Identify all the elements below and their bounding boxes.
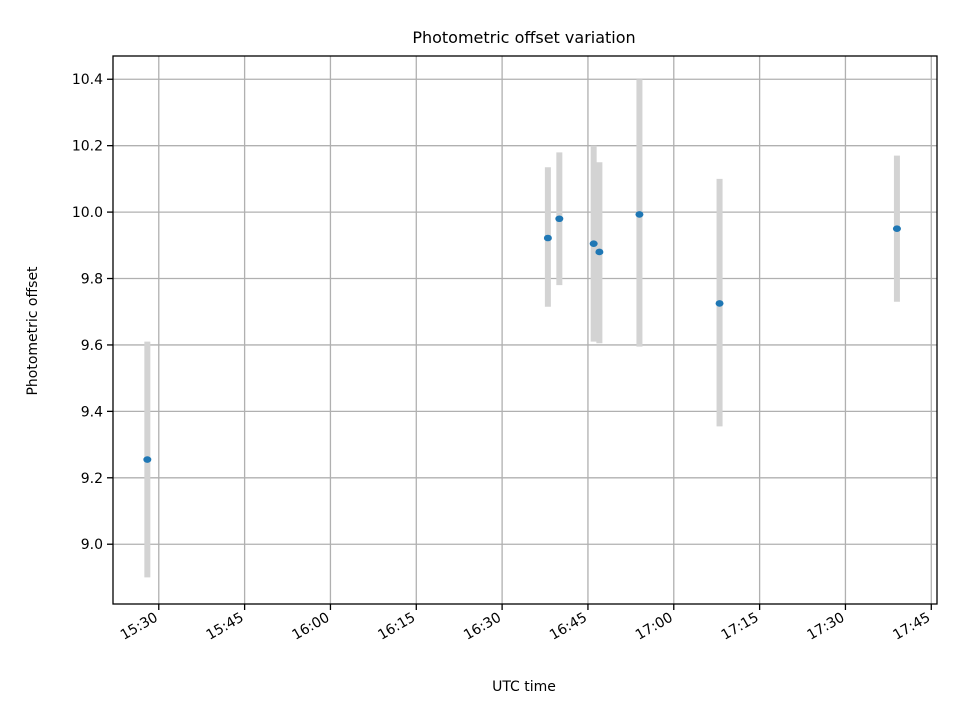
data-point bbox=[589, 240, 598, 247]
data-point bbox=[892, 225, 901, 233]
x-axis-label: UTC time bbox=[492, 679, 556, 695]
y-tick-label: 9.0 bbox=[81, 537, 103, 553]
y-tick-label: 10.0 bbox=[72, 205, 103, 221]
y-tick-label: 9.8 bbox=[81, 272, 103, 288]
y-tick-label: 9.4 bbox=[81, 404, 103, 420]
plot-area: 15:30 15:45 16:00 16:15 16:30 16:45 17:00 17:15… bbox=[72, 55, 938, 644]
data-point bbox=[555, 215, 564, 223]
axes-frame bbox=[112, 55, 938, 605]
chart-title: Photometric offset variation bbox=[412, 28, 635, 47]
y-tick-label: 10.4 bbox=[72, 72, 103, 88]
data-point bbox=[715, 300, 724, 307]
data-point bbox=[635, 211, 644, 218]
y-tick-label: 10.2 bbox=[72, 139, 103, 155]
y-tick-label: 9.6 bbox=[81, 338, 103, 354]
y-axis-label: Photometric offset bbox=[25, 266, 41, 396]
data-point bbox=[143, 456, 152, 463]
data-point bbox=[595, 248, 604, 256]
data-point bbox=[543, 234, 552, 242]
y-tick-label: 9.2 bbox=[81, 471, 103, 487]
